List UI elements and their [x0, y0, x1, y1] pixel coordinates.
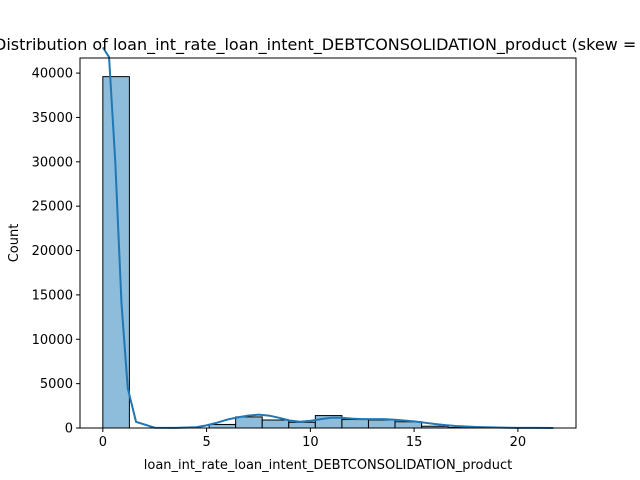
- histogram-bar: [367, 419, 396, 429]
- plot-frame: [79, 57, 577, 429]
- x-tick-label: 0: [99, 435, 107, 450]
- y-tick-label: 40000: [32, 67, 73, 82]
- x-tick-label: 10: [302, 435, 319, 450]
- x-axis-label: loan_int_rate_loan_intent_DEBTCONSOLIDAT…: [144, 458, 513, 473]
- chart-title: Distribution of loan_int_rate_loan_inten…: [0, 35, 636, 55]
- y-tick-label: 10000: [32, 333, 73, 348]
- y-axis-label: Count: [7, 224, 22, 263]
- histogram-bar: [261, 419, 290, 429]
- x-tick-label: 5: [202, 435, 210, 450]
- y-tick-label: 25000: [32, 200, 73, 215]
- y-axis-ticks: 0 5000 10000 15000 20000 25000 30000 35000 40000: [32, 67, 80, 437]
- x-tick-label: 15: [406, 435, 423, 450]
- histogram-bar: [235, 416, 263, 429]
- kde-curve: [101, 46, 554, 429]
- y-tick-label: 0: [65, 422, 73, 437]
- histogram-bar: [208, 423, 237, 429]
- x-axis-ticks: 0 5 10 15 20: [99, 428, 526, 450]
- y-tick-label: 15000: [32, 288, 73, 303]
- histogram-bar: [341, 419, 369, 429]
- y-tick-label: 20000: [32, 244, 73, 259]
- y-tick-label: 30000: [32, 155, 73, 170]
- y-tick-label: 5000: [40, 377, 73, 392]
- x-tick-label: 20: [510, 435, 527, 450]
- y-tick-label: 35000: [32, 111, 73, 126]
- histogram-bars: [102, 76, 555, 429]
- histogram-bar: [288, 421, 316, 429]
- histogram-bar: [102, 76, 130, 429]
